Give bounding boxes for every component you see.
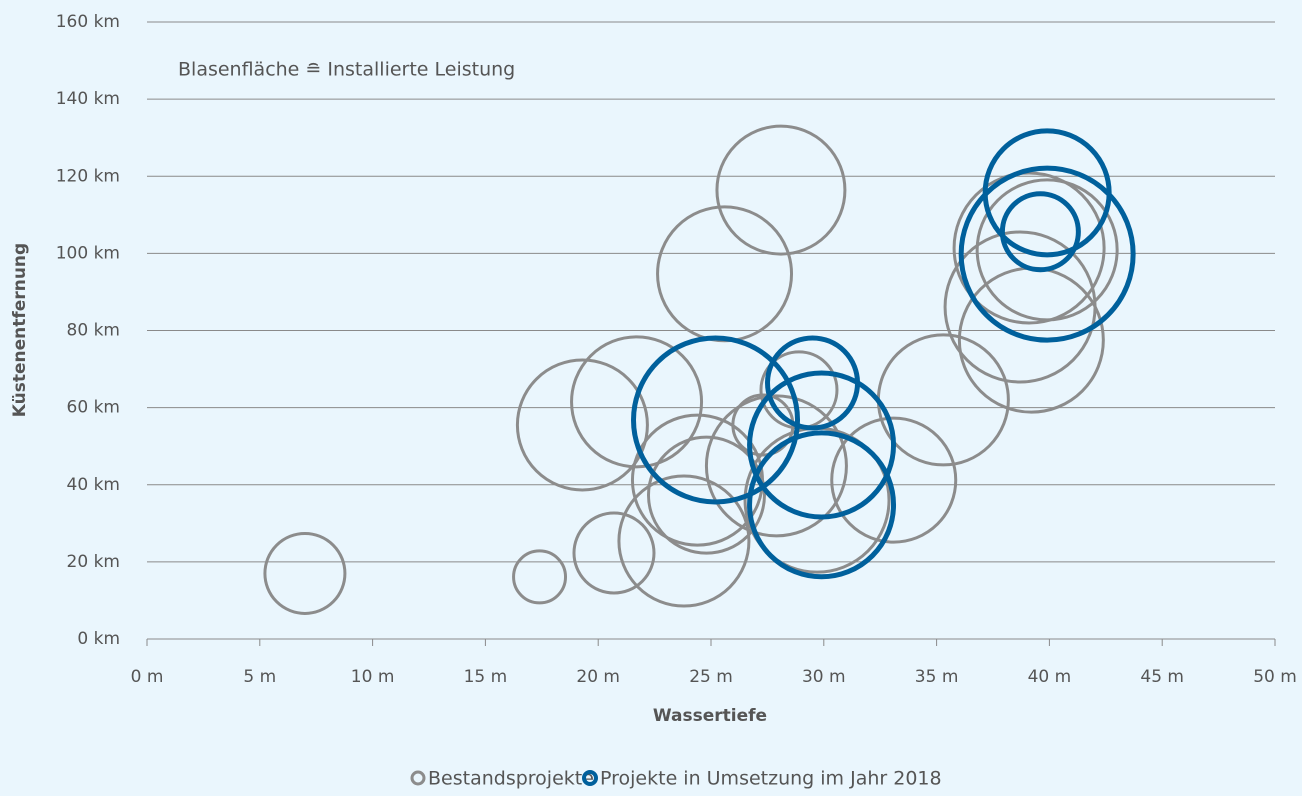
annotation: Blasenfläche ≘ Installierte Leistung: [178, 59, 515, 81]
legend-marker: [582, 770, 598, 786]
bubble: [704, 394, 848, 538]
y-tick-label: 80 km: [67, 321, 120, 341]
bubble: [952, 171, 1106, 325]
bubble: [958, 165, 1136, 343]
y-tick-label: 60 km: [67, 398, 120, 418]
bubble: [747, 430, 897, 580]
x-tick-label: 10 m: [351, 667, 395, 687]
bubble: [631, 335, 801, 505]
bubble: [515, 358, 649, 492]
y-tick-label: 160 km: [56, 12, 120, 32]
bubble: [570, 335, 704, 469]
x-tick-label: 5 m: [243, 667, 276, 687]
bubble: [512, 549, 568, 605]
y-axis-title: Küstenentfernung: [10, 243, 30, 417]
bubble: [830, 416, 958, 544]
bubble: [747, 370, 897, 520]
y-tick-label: 120 km: [56, 166, 120, 186]
bubble: [647, 435, 766, 555]
x-tick-label: 30 m: [802, 667, 846, 687]
bubble: [715, 124, 847, 256]
bubble: [617, 474, 751, 608]
bubble: [572, 511, 656, 595]
x-tick-label: 35 m: [915, 667, 959, 687]
y-tick-label: 100 km: [56, 243, 120, 263]
bubble: [975, 178, 1119, 322]
x-tick-label: 45 m: [1140, 667, 1184, 687]
y-tick-label: 40 km: [67, 475, 120, 495]
x-tick-label: 25 m: [689, 667, 733, 687]
x-tick-label: 15 m: [464, 667, 508, 687]
legend-label: Bestandsprojekte: [428, 768, 594, 790]
y-tick-label: 140 km: [56, 89, 120, 109]
x-tick-label: 0 m: [131, 667, 164, 687]
legend-label: Projekte in Umsetzung im Jahr 2018: [600, 768, 942, 790]
x-tick-label: 50 m: [1253, 667, 1297, 687]
x-tick-label: 40 m: [1028, 667, 1072, 687]
legend-marker: [410, 770, 426, 786]
x-axis-title: Wassertiefe: [653, 706, 767, 726]
bubble: [999, 191, 1081, 273]
bubble: [263, 531, 347, 615]
bubble: [656, 205, 794, 343]
y-tick-label: 0 km: [77, 629, 120, 649]
x-tick-label: 20 m: [576, 667, 620, 687]
y-tick-label: 20 km: [67, 552, 120, 572]
